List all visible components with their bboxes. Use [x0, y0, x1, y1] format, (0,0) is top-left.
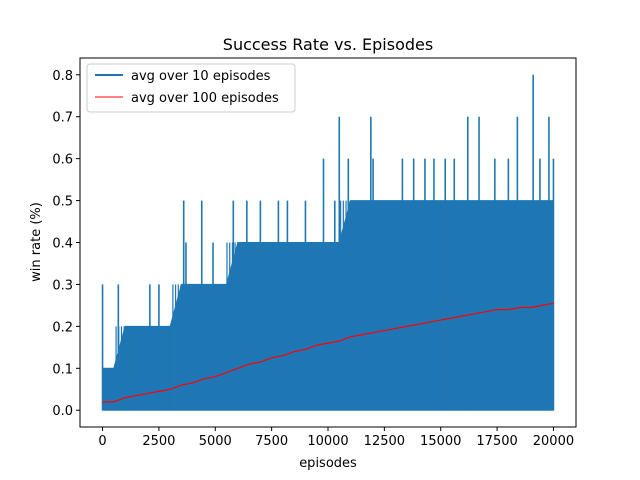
x-tick-label: 2500 — [142, 434, 175, 449]
y-tick-label: 0.0 — [52, 404, 73, 419]
y-tick-label: 0.3 — [52, 278, 73, 293]
y-tick-label: 0.4 — [52, 237, 73, 252]
y-tick-label: 0.5 — [52, 195, 73, 210]
y-axis-label: win rate (%) — [29, 202, 44, 282]
y-tick-label: 0.6 — [52, 153, 73, 168]
x-tick-label: 10000 — [307, 434, 348, 449]
chart-title: Success Rate vs. Episodes — [223, 35, 433, 54]
legend-label-series-2: avg over 100 episodes — [131, 91, 279, 106]
x-tick-label: 0 — [98, 434, 106, 449]
legend-box — [86, 63, 296, 113]
y-axis: 0.0 0.1 0.2 0.3 0.4 0.5 0.6 0.7 0.8 — [52, 69, 80, 419]
legend-label-series-1: avg over 10 episodes — [131, 69, 271, 84]
x-tick-label: 12500 — [364, 434, 405, 449]
x-tick-label: 20000 — [533, 434, 574, 449]
y-tick-label: 0.8 — [52, 69, 73, 84]
x-axis: 0 2500 5000 7500 10000 12500 15000 17500 20000 — [98, 427, 574, 449]
x-axis-label: episodes — [299, 456, 357, 471]
plot-area — [79, 57, 577, 428]
y-tick-label: 0.1 — [52, 362, 73, 377]
legend: avg over 10 episodes avg over 100 episod… — [86, 63, 296, 113]
x-tick-label: 5000 — [199, 434, 232, 449]
series-2-line — [102, 302, 554, 403]
y-tick-label: 0.7 — [52, 111, 73, 126]
x-tick-label: 17500 — [476, 434, 517, 449]
x-tick-label: 15000 — [420, 434, 461, 449]
x-tick-label: 7500 — [255, 434, 288, 449]
series-layer — [101, 74, 555, 411]
y-tick-label: 0.2 — [52, 320, 73, 335]
